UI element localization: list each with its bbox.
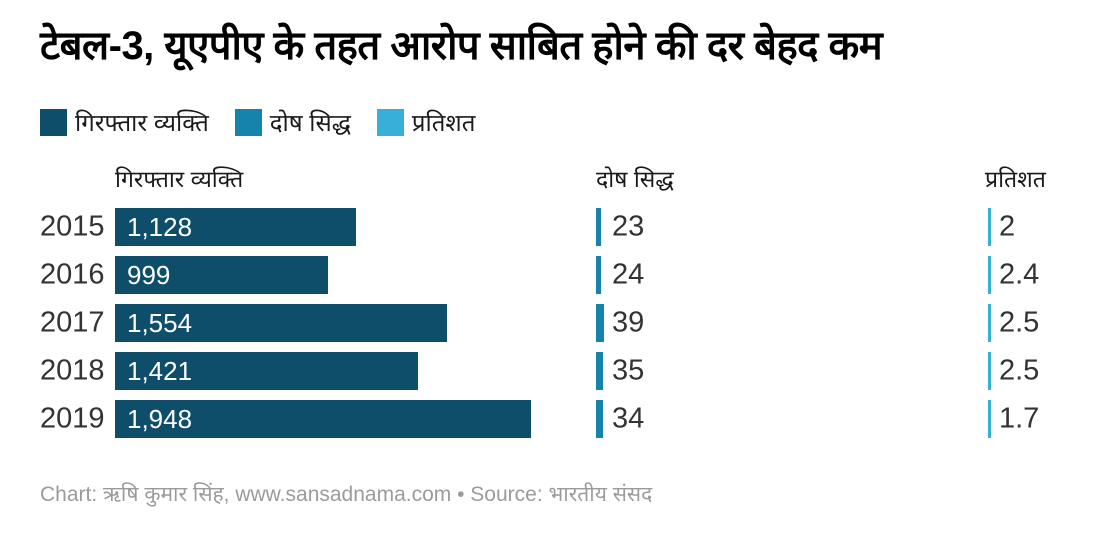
bar-arrested: 1,128 — [115, 208, 356, 246]
column-headers: गिरफ्तार व्यक्ति दोष सिद्ध प्रतिशत — [40, 162, 1068, 194]
column-header-arrested: गिरफ्तार व्यक्ति — [115, 166, 244, 192]
legend-label-percent: प्रतिशत — [411, 109, 476, 137]
convicted-value: 24 — [612, 258, 645, 291]
bar-percent — [988, 304, 991, 342]
convicted-value: 23 — [612, 210, 645, 243]
bar-percent — [988, 352, 991, 390]
percent-value: 2.5 — [999, 306, 1040, 339]
bar-arrested-value: 999 — [127, 259, 171, 290]
year-label: 2016 — [40, 258, 105, 291]
bar-percent — [988, 256, 991, 294]
bar-convicted — [596, 208, 601, 246]
convicted-value: 35 — [612, 354, 645, 387]
chart-row-2016: 2016 999 24 2.4 — [40, 256, 1068, 294]
legend-item-convicted: दोष सिद्ध — [234, 106, 351, 139]
year-label: 2017 — [40, 306, 105, 339]
bar-arrested-value: 1,421 — [127, 355, 193, 386]
legend-label-convicted: दोष सिद्ध — [269, 109, 351, 137]
column-header-convicted: दोष सिद्ध — [596, 166, 674, 192]
bar-convicted — [596, 304, 604, 342]
column-header-percent: प्रतिशत — [985, 166, 1046, 192]
bar-arrested: 1,421 — [115, 352, 418, 390]
year-label: 2015 — [40, 210, 105, 243]
percent-value: 2.5 — [999, 354, 1040, 387]
bar-arrested-value: 1,554 — [127, 307, 193, 338]
percent-value: 2.4 — [999, 258, 1040, 291]
bar-arrested: 999 — [115, 256, 328, 294]
bar-convicted — [596, 256, 601, 294]
bar-percent — [988, 400, 991, 438]
bar-arrested: 1,554 — [115, 304, 447, 342]
legend-label-arrested: गिरफ्तार व्यक्ति — [75, 109, 209, 137]
bar-arrested-value: 1,128 — [127, 211, 193, 242]
chart-row-2015: 2015 1,128 23 2 — [40, 208, 1068, 246]
chart-area: गिरफ्तार व्यक्ति दोष सिद्ध प्रतिशत 2015 1… — [40, 162, 1068, 438]
chart-row-2019: 2019 1,948 34 1.7 — [40, 400, 1068, 438]
chart-rows: 2015 1,128 23 2 2016 999 24 2.4 2017 1,554 39 2.5 20… — [40, 208, 1068, 438]
bar-convicted — [596, 352, 603, 390]
legend-swatch-arrested-icon — [40, 108, 67, 136]
legend-swatch-percent-icon — [376, 108, 404, 136]
bar-convicted — [596, 400, 603, 438]
percent-value: 1.7 — [999, 402, 1040, 435]
convicted-value: 34 — [612, 402, 645, 435]
bar-percent — [988, 208, 991, 246]
convicted-value: 39 — [612, 306, 645, 339]
percent-value: 2 — [999, 210, 1016, 243]
legend-item-percent: प्रतिशत — [376, 106, 476, 139]
chart-row-2018: 2018 1,421 35 2.5 — [40, 352, 1068, 390]
legend-item-arrested: गिरफ्तार व्यक्ति — [40, 106, 209, 139]
year-label: 2019 — [40, 402, 105, 435]
chart-row-2017: 2017 1,554 39 2.5 — [40, 304, 1068, 342]
legend: गिरफ्तार व्यक्ति दोष सिद्ध प्रतिशत — [40, 106, 1068, 139]
bar-arrested-value: 1,948 — [127, 403, 193, 434]
chart-footer-credit: Chart: ऋषि कुमार सिंह, www.sansadnama.co… — [40, 483, 653, 506]
chart-title: टेबल-3, यूएपीए के तहत आरोप साबित होने की… — [40, 24, 883, 68]
year-label: 2018 — [40, 354, 105, 387]
legend-swatch-convicted-icon — [234, 108, 262, 136]
bar-arrested: 1,948 — [115, 400, 531, 438]
